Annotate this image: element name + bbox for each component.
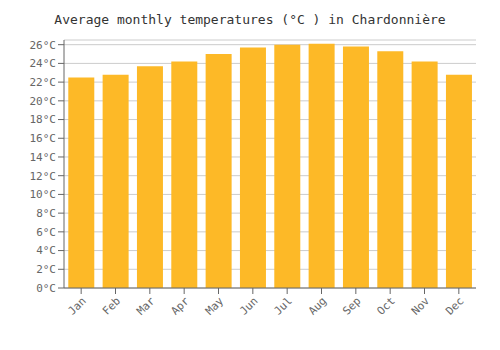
svg-text:14°C: 14°C (30, 151, 57, 164)
svg-text:6°C: 6°C (36, 226, 56, 239)
svg-text:20°C: 20°C (30, 95, 57, 108)
svg-text:26°C: 26°C (30, 39, 57, 52)
svg-text:4°C: 4°C (36, 244, 56, 257)
svg-text:May: May (203, 294, 227, 318)
svg-text:Sep: Sep (340, 294, 363, 317)
svg-text:Mar: Mar (134, 294, 158, 318)
svg-text:Aug: Aug (306, 294, 329, 317)
svg-text:2°C: 2°C (36, 263, 56, 276)
svg-text:8°C: 8°C (36, 207, 56, 220)
html-text:Average monthly temperatures (: Average monthly temperatures (°C ) in Ch… (54, 12, 446, 27)
svg-text:22°C: 22°C (30, 76, 57, 89)
svg-text:Jul: Jul (272, 294, 295, 317)
svg-text:Apr: Apr (169, 294, 193, 318)
svg-text:Jun: Jun (237, 294, 260, 317)
svg-text:Jan: Jan (66, 294, 89, 317)
svg-text:Oct: Oct (375, 294, 398, 317)
svg-text:12°C: 12°C (30, 170, 57, 183)
svg-text:10°C: 10°C (30, 188, 57, 201)
svg-text:24°C: 24°C (30, 57, 57, 70)
svg-text:Dec: Dec (443, 294, 466, 317)
svg-text:16°C: 16°C (30, 132, 57, 145)
svg-text:Feb: Feb (100, 294, 123, 317)
svg-text:Nov: Nov (409, 294, 433, 318)
svg-text:0°C: 0°C (36, 282, 56, 295)
svg-text:18°C: 18°C (30, 113, 57, 126)
